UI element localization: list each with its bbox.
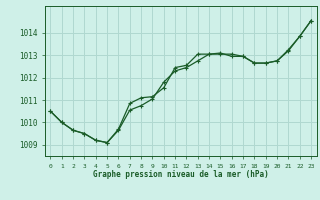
X-axis label: Graphe pression niveau de la mer (hPa): Graphe pression niveau de la mer (hPa) xyxy=(93,170,269,179)
